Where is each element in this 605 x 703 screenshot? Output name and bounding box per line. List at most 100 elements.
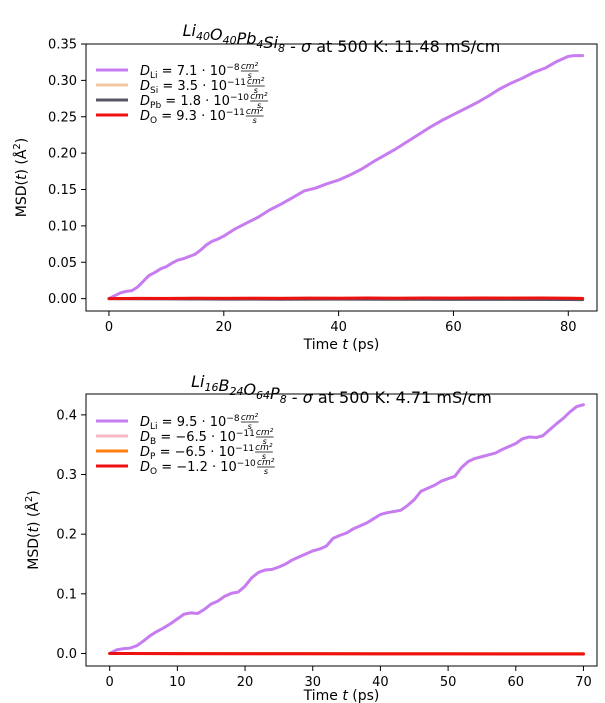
legend-part: D — [140, 79, 150, 94]
chart-title: Li40O40Pb4Si8 - σ at 500 K: 11.48 mS/cm — [183, 21, 501, 56]
axes-frame — [85, 43, 598, 312]
plot-area — [108, 403, 585, 656]
chart-title-part: 24 — [229, 385, 243, 398]
legend-part: −11 — [235, 444, 254, 454]
legend-part: = 9.5 · 10 — [158, 415, 227, 430]
chart-title-part: Li — [183, 21, 197, 40]
legend-unit-den: s — [264, 467, 268, 476]
chart-panel-2: Li16B24O64P8 - σ at 500 K: 4.71 mS/cm 0 10… — [24, 372, 598, 703]
legend-entry-pb: DPb = 1.8 · 10−10 — [140, 93, 249, 111]
legend-part: −8 — [226, 63, 240, 73]
legend-part: = 7.1 · 10 — [158, 64, 227, 79]
chart-panel-1: Li40O40Pb4Si8 - σ at 500 K: 11.48 mS/cm 0… — [12, 21, 598, 353]
y-tick-label: 0.20 — [48, 147, 77, 162]
x-axis-label: Time t (ps) — [303, 337, 380, 353]
legend-unit-num: cm² — [255, 443, 273, 453]
legend-part: D — [140, 64, 150, 79]
y-axis-label-part: t — [14, 174, 30, 180]
x-tick-label: 0 — [106, 675, 114, 690]
y-axis-label-part: 2 — [24, 496, 35, 502]
legend-unit-den: s — [248, 422, 252, 431]
legend-part: O — [150, 467, 157, 477]
legend-part: −10 — [237, 459, 256, 469]
y-tick-label: 0.30 — [48, 74, 77, 89]
y-axis-label-part: ) — [26, 490, 42, 495]
legend-part: Li — [150, 71, 158, 81]
y-axis-label-part: 2 — [12, 143, 23, 149]
chart-title-part: Li — [191, 372, 205, 391]
legend-unit-num: cm² — [246, 107, 264, 117]
y-tick-label: 0.05 — [48, 256, 77, 271]
x-axis-label-part: (ps) — [348, 337, 380, 353]
legend-part: = 9.3 · 10 — [157, 109, 226, 124]
y-tick-label: 0.25 — [48, 110, 77, 125]
legend-entry-si: DSi = 3.5 · 10−11 — [140, 78, 246, 96]
legend-unit-den: s — [262, 452, 266, 461]
legend-part: O — [150, 116, 157, 126]
y-axis-label: MSD(t) (Å2) — [24, 490, 42, 570]
legend-entry-b: DB = −6.5 · 10−11 — [140, 429, 255, 447]
chart-title: Li16B24O64P8 - σ at 500 K: 4.71 mS/cm — [191, 372, 492, 407]
x-tick-label: 60 — [445, 320, 462, 335]
chart-title-part: 8 — [278, 42, 285, 55]
legend-part: D — [140, 460, 150, 475]
y-axis-label-part: MSD( — [14, 180, 30, 217]
legend-part: −10 — [230, 93, 249, 103]
chart-title-part: 16 — [204, 381, 218, 394]
legend-entry-li: DLi = 7.1 · 10−8 — [140, 63, 240, 81]
series-line-li — [108, 403, 585, 655]
legend-unit-num: cm² — [247, 77, 265, 87]
legend-part: Pb — [150, 101, 161, 111]
y-axis-label-part: MSD( — [26, 533, 42, 570]
y-tick-label: 0.15 — [48, 183, 77, 198]
legend-part: B — [150, 437, 156, 447]
x-axis-label-part: Time — [303, 688, 343, 703]
x-axis-label-part: t — [342, 688, 348, 703]
y-tick-label: 0.4 — [56, 408, 77, 423]
chart-title-part: Pb — [237, 29, 257, 48]
chart-title-part: - — [285, 37, 301, 56]
x-tick-label: 20 — [216, 320, 233, 335]
legend-entry-o: DO = 9.3 · 10−11 — [140, 108, 245, 126]
y-axis-label-part: ) (Å — [13, 149, 30, 174]
legend-part: = −6.5 · 10 — [155, 445, 235, 460]
chart-title-part: O — [243, 380, 256, 399]
legend-unit-den: s — [248, 71, 252, 80]
y-tick-label: 0.35 — [48, 38, 77, 53]
legend-unit-num: cm² — [257, 458, 275, 468]
chart-title-part: Si — [263, 33, 278, 52]
x-tick-label: 30 — [304, 675, 321, 690]
legend-part: = 3.5 · 10 — [158, 79, 227, 94]
legend-part: −8 — [226, 414, 240, 424]
series-line-li — [107, 54, 585, 301]
x-axis-label: Time t (ps) — [303, 688, 380, 703]
x-tick-label: 10 — [169, 675, 186, 690]
axes-frame — [85, 393, 598, 667]
legend-part: = 1.8 · 10 — [161, 94, 230, 109]
chart-title-part: 8 — [280, 393, 287, 406]
legend-unit-num: cm² — [250, 92, 268, 102]
chart-title-part: at 500 K: 11.48 mS/cm — [311, 37, 500, 56]
legend-entry-o: DO = −1.2 · 10−10 — [140, 459, 256, 477]
legend-part: = −1.2 · 10 — [157, 460, 237, 475]
legend-unit-den: s — [254, 86, 258, 95]
chart-title-part: O — [210, 25, 223, 44]
legend-part: D — [140, 94, 150, 109]
y-axis-label-part: ) (Å — [25, 502, 42, 527]
y-tick-label: 0.1 — [56, 587, 77, 602]
x-tick-label: 70 — [575, 675, 592, 690]
chart-title-part: 64 — [256, 389, 270, 402]
chart-title-part: 40 — [196, 30, 210, 43]
x-tick-label: 40 — [372, 675, 389, 690]
chart-title-part: at 500 K: 4.71 mS/cm — [313, 388, 492, 407]
series-line-o — [107, 296, 585, 301]
x-tick-label: 0 — [105, 320, 113, 335]
y-tick-label: 0.00 — [48, 292, 77, 307]
legend-part: = −6.5 · 10 — [156, 430, 236, 445]
legend-part: D — [140, 415, 150, 430]
legend-unit-num: cm² — [241, 413, 259, 423]
x-tick-label: 60 — [508, 675, 525, 690]
chart-title-part: 40 — [223, 34, 237, 47]
legend-unit-den: s — [257, 101, 261, 110]
